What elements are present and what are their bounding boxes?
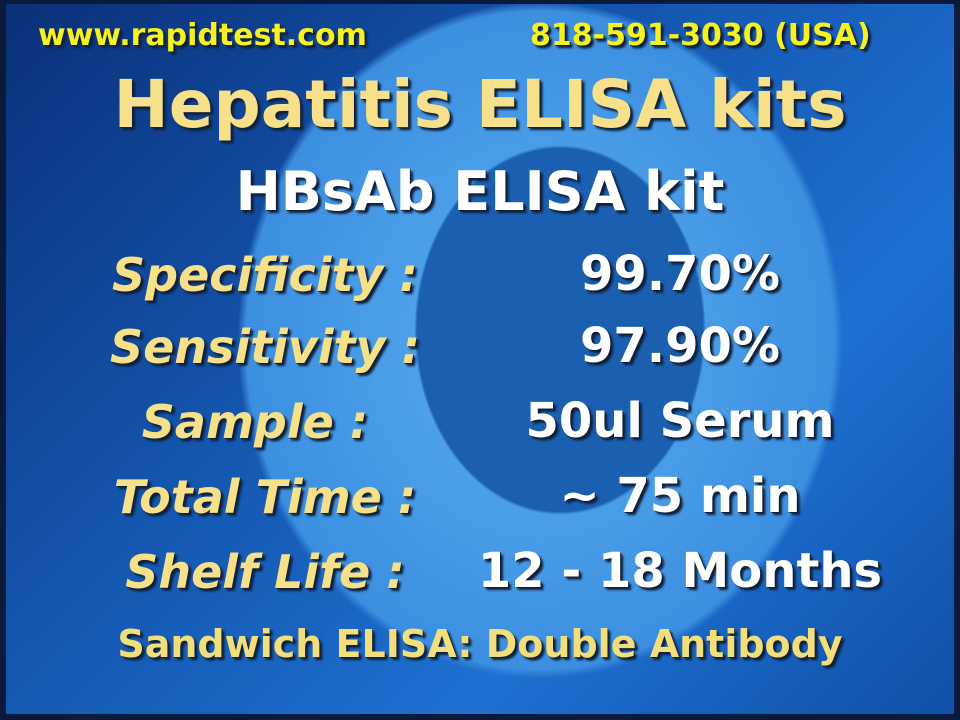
page-title: Hepatitis ELISA kits	[113, 66, 847, 143]
phone-number: 818-591-3030 (USA)	[530, 18, 871, 53]
spec-value-total-time: ~ 75 min	[559, 468, 801, 524]
spec-value-sample: 50ul Serum	[525, 393, 835, 449]
website-url: www.rapidtest.com	[38, 18, 367, 53]
spec-value-shelf-life: 12 - 18 Months	[477, 543, 883, 599]
spec-label-sensitivity: Sensitivity :	[109, 320, 421, 374]
footer-method: Sandwich ELISA: Double Antibody	[117, 622, 843, 666]
spec-value-sensitivity: 97.90%	[580, 318, 780, 374]
product-subtitle: HBsAb ELISA kit	[235, 160, 725, 223]
spec-label-shelf-life: Shelf Life :	[125, 545, 405, 599]
spec-label-specificity: Specificity :	[112, 248, 418, 302]
spec-value-specificity: 99.70%	[580, 246, 780, 302]
spec-label-sample: Sample :	[141, 395, 369, 449]
spec-label-total-time: Total Time :	[113, 470, 417, 524]
